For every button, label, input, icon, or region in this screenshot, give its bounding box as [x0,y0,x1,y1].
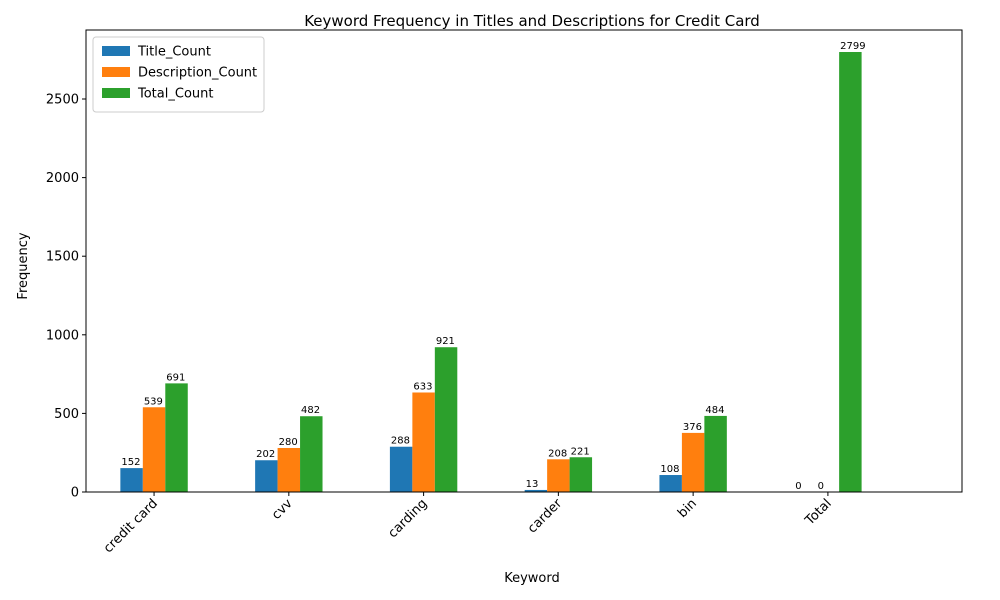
y-tick-label-4: 2000 [46,171,79,186]
data-label-description_count-5: 0 [818,481,824,492]
data-label-title_count-2: 288 [391,436,410,447]
data-label-total_count-1: 482 [301,405,320,416]
x-tick-label-0: credit card [101,496,161,556]
data-label-total_count-5: 2799 [840,41,865,52]
legend-label-total_count: Total_Count [137,87,213,102]
legend-swatch-total_count [102,88,130,98]
legend-box [92,36,265,113]
legend-swatch-title_count [102,46,130,56]
data-label-total_count-0: 691 [166,372,185,383]
data-label-description_count-1: 280 [279,437,298,448]
y-tick-label-1: 500 [54,407,79,422]
bar-description_count-2 [412,392,435,492]
data-label-title_count-0: 152 [121,457,140,468]
data-label-total_count-3: 221 [571,446,590,457]
chart-title: Keyword Frequency in Titles and Descript… [304,12,760,30]
legend-label-title_count: Title_Count [137,45,211,60]
x-tick-label-1: cvv [269,496,296,523]
data-label-total_count-4: 484 [705,405,724,416]
x-tick-label-4: bin [675,496,700,521]
y-axis: 0 500 1000 1500 2000 2500 [46,93,86,501]
bar-total_count-1 [300,416,323,492]
legend: Title_Count Description_Count Total_Count [92,36,265,113]
data-label-description_count-2: 633 [413,381,432,392]
x-axis: credit card cvv carding carder bin Total [101,492,835,556]
data-label-description_count-0: 539 [144,396,163,407]
y-tick-label-5: 2500 [46,93,79,108]
plot-frame [85,29,963,493]
bar-description_count-1 [277,447,301,492]
data-label-total_count-2: 921 [436,336,455,347]
bar-title_count-2 [389,446,413,492]
bar-total_count-2 [434,347,458,492]
y-tick-label-2: 1000 [46,328,79,343]
bar-title_count-4 [659,475,682,492]
legend-swatch-description_count [102,67,130,77]
data-label-title_count-1: 202 [256,449,275,460]
legend-label-description_count: Description_Count [138,66,257,81]
bar-description_count-3 [547,459,570,492]
bar-total_count-3 [569,457,593,492]
bar-description_count-0 [142,407,166,492]
bar-description_count-4 [681,432,705,492]
y-tick-label-0: 0 [71,486,79,501]
bar-total_count-4 [704,415,727,492]
y-tick-label-3: 1500 [46,250,79,265]
bar-total_count-0 [165,383,188,492]
bar-title_count-3 [524,489,548,492]
bars-group [120,52,862,493]
x-tick-label-5: Total [802,496,835,529]
data-label-description_count-3: 208 [548,448,567,459]
bar-total_count-5 [839,52,862,493]
bar-title_count-1 [255,460,278,492]
x-axis-label: Keyword [504,571,560,586]
data-labels-group: 152 202 288 13 108 0 539 280 633 208 376 0 691 482 921… [121,41,865,492]
data-label-title_count-5: 0 [795,481,801,492]
y-axis-label: Frequency [16,232,31,299]
data-label-description_count-4: 376 [683,422,702,433]
data-label-title_count-3: 13 [526,479,539,490]
x-tick-label-3: carder [525,496,566,537]
bar-title_count-0 [120,468,143,492]
data-label-title_count-4: 108 [660,464,679,475]
x-tick-label-2: carding [385,496,430,541]
